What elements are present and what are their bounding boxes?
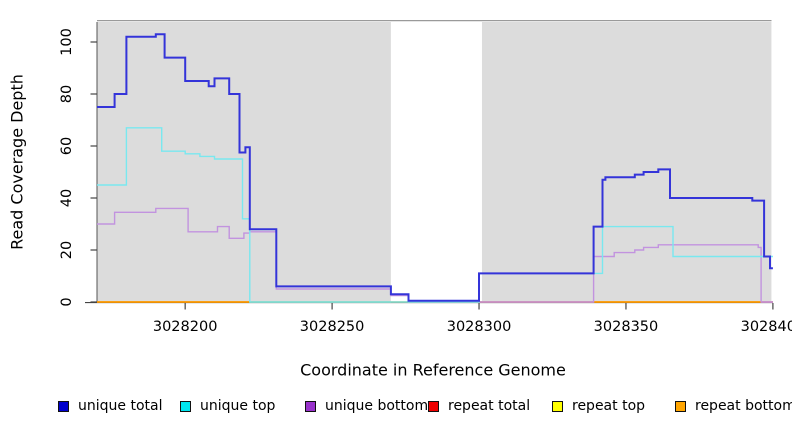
legend-item-unique-bottom: unique bottom <box>305 396 428 416</box>
legend-swatch-repeat-bottom <box>675 400 686 412</box>
y-tick-label: 60 <box>59 137 75 155</box>
legend-label-unique-top: unique top <box>200 398 276 414</box>
legend-label-repeat-bottom: repeat bottom <box>695 398 792 414</box>
x-tick-label: 3028350 <box>594 319 659 335</box>
y-tick-label: 80 <box>59 85 75 103</box>
legend-item-unique-total: unique total <box>58 396 162 416</box>
x-tick-label: 3028200 <box>153 319 218 335</box>
y-tick-label: 40 <box>59 189 75 207</box>
legend-label-unique-total: unique total <box>78 398 163 414</box>
y-tick-label: 20 <box>59 241 75 259</box>
y-tick-label: 100 <box>59 28 75 56</box>
legend-swatch-unique-top <box>180 400 191 412</box>
series-unique-total <box>97 33 773 302</box>
x-tick-label: 3028300 <box>447 319 512 335</box>
y-tick-label: 0 <box>59 297 75 306</box>
legend-swatch-unique-total <box>58 400 69 412</box>
plot-background-bands <box>97 22 772 303</box>
legend-item-repeat-top: repeat top <box>552 396 645 416</box>
legend-item-repeat-bottom: repeat bottom <box>675 396 792 416</box>
y-axis-ticks: 0 20 40 60 80 100 <box>59 28 97 307</box>
legend-label-repeat-total: repeat total <box>448 398 531 414</box>
x-tick-label: 3028250 <box>300 319 365 335</box>
legend-swatch-unique-bottom <box>305 400 316 412</box>
chart-legend: unique total unique top unique bottom re… <box>0 396 792 418</box>
legend-label-repeat-top: repeat top <box>572 398 646 414</box>
legend-label-unique-bottom: unique bottom <box>325 398 429 414</box>
legend-item-repeat-total: repeat total <box>428 396 530 416</box>
legend-item-unique-top: unique top <box>180 396 275 416</box>
y-axis-title: Read Coverage Depth <box>7 74 27 250</box>
legend-swatch-repeat-top <box>552 400 563 412</box>
x-axis-title: Coordinate in Reference Genome <box>300 360 566 380</box>
legend-swatch-repeat-total <box>428 400 439 412</box>
series-unique-top <box>97 127 773 303</box>
